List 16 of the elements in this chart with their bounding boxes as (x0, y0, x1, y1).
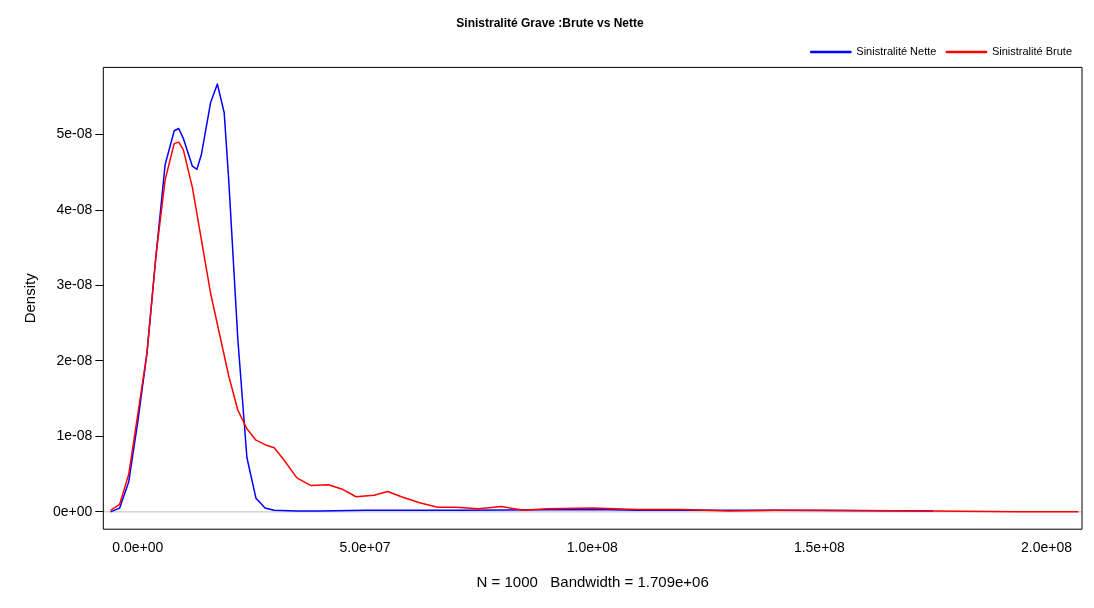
x-tick-label: 0.0e+00 (112, 539, 164, 556)
y-tick-label: 2e-08 (56, 351, 93, 368)
legend-label: Sinistralité Brute (991, 44, 1073, 57)
chart-title: Sinistralité Grave :Brute vs Nette (456, 15, 645, 30)
x-tick-label: 5.0e+07 (339, 539, 391, 556)
legend-label: Sinistralité Nette (856, 44, 937, 57)
y-axis-title: Density (21, 272, 39, 324)
y-tick-label: 4e-08 (56, 200, 93, 217)
x-axis-title: N = 1000 Bandwidth = 1.709e+06 (476, 573, 709, 591)
x-tick-label: 1.0e+08 (566, 539, 618, 556)
y-tick-label: 0e+00 (52, 502, 93, 519)
x-tick-label: 1.5e+08 (793, 539, 846, 556)
y-tick-label: 3e-08 (56, 276, 93, 293)
y-tick-label: 1e-08 (56, 427, 93, 444)
x-tick-label: 2.0e+08 (1021, 539, 1073, 556)
y-tick-label: 5e-08 (56, 125, 93, 142)
